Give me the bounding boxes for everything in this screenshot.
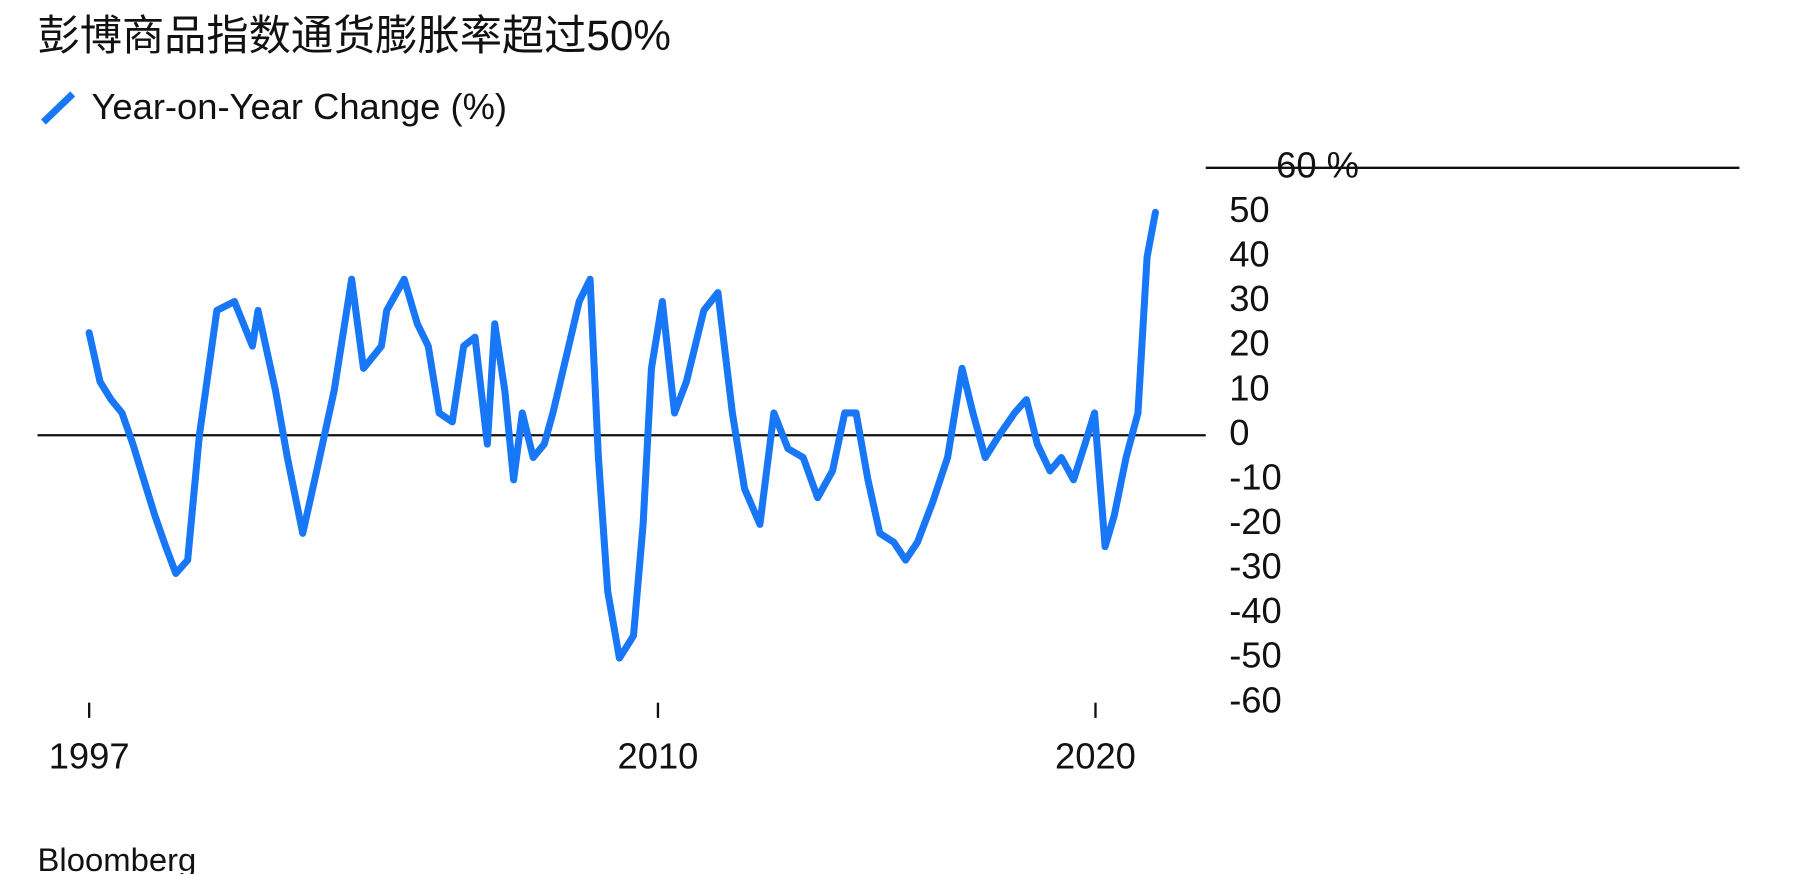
y-tick-label: 50 — [1229, 189, 1269, 230]
y-tick-label: -30 — [1229, 546, 1282, 587]
y-tick-label: -20 — [1229, 501, 1282, 542]
legend-label: Year-on-Year Change (%) — [91, 86, 507, 127]
y-tick-label: 20 — [1229, 323, 1269, 364]
x-tick-label: 2010 — [618, 736, 699, 777]
y-tick-label: -10 — [1229, 456, 1282, 497]
chart-title: 彭博商品指数通货膨胀率超过50% — [38, 12, 671, 59]
y-tick-label: -60 — [1229, 679, 1282, 720]
y-tick-label: -50 — [1229, 635, 1282, 676]
legend-swatch — [40, 91, 76, 125]
y-tick-label: 10 — [1229, 367, 1269, 408]
y-tick-label: 30 — [1229, 278, 1269, 319]
y-tick-label: 0 — [1229, 412, 1249, 453]
x-tick-label: 2020 — [1055, 736, 1136, 777]
data-line — [85, 208, 1159, 662]
y-tick-label: 60 % — [1276, 144, 1359, 185]
source: Bloomberg — [38, 841, 197, 874]
y-tick-label: -40 — [1229, 590, 1282, 631]
y-tick-label: 40 — [1229, 234, 1269, 275]
x-tick-label: 1997 — [49, 736, 130, 777]
